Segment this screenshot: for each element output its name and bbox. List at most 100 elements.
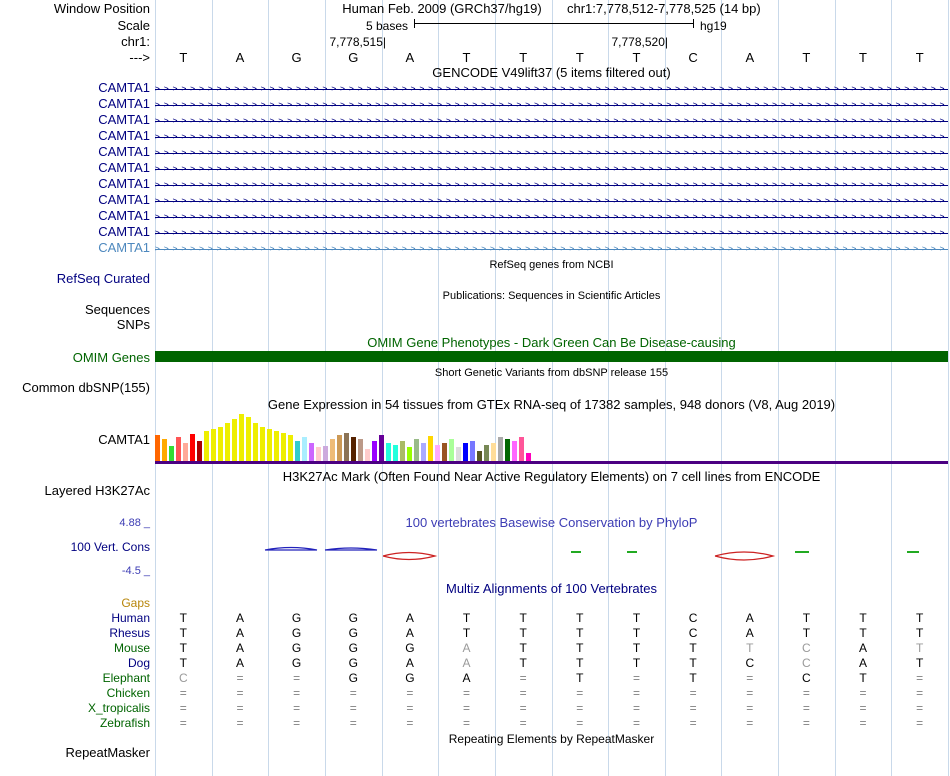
species-label-human[interactable]: Human — [111, 611, 150, 625]
gene-row-label[interactable]: CAMTA1 — [98, 176, 150, 191]
gtex-tissue-bar[interactable] — [470, 441, 475, 461]
gtex-tissue-bar[interactable] — [274, 431, 279, 461]
gtex-tissue-bar[interactable] — [421, 443, 426, 461]
transcript-intron-arrows[interactable]: >>>>>>>>>>>>>>>>>>>>>>>>>>>>>>>>>>>>>>>>… — [155, 81, 948, 97]
gtex-tissue-bar[interactable] — [337, 435, 342, 461]
species-label-chicken[interactable]: Chicken — [106, 686, 150, 700]
species-label-zebrafish[interactable]: Zebrafish — [99, 716, 150, 730]
gtex-tissue-bar[interactable] — [498, 437, 503, 461]
gtex-tissue-bar[interactable] — [449, 439, 454, 461]
transcript-intron-arrows[interactable]: >>>>>>>>>>>>>>>>>>>>>>>>>>>>>>>>>>>>>>>>… — [155, 97, 948, 113]
gtex-tissue-bar[interactable] — [225, 423, 230, 461]
transcript-intron-arrows[interactable]: >>>>>>>>>>>>>>>>>>>>>>>>>>>>>>>>>>>>>>>>… — [155, 225, 948, 241]
gene-row-label[interactable]: CAMTA1 — [98, 240, 150, 255]
gtex-tissue-bar[interactable] — [484, 445, 489, 461]
gtex-tissue-bar[interactable] — [435, 445, 440, 461]
dbsnp-label[interactable]: Common dbSNP(155) — [22, 380, 150, 395]
transcript-intron-arrows[interactable]: >>>>>>>>>>>>>>>>>>>>>>>>>>>>>>>>>>>>>>>>… — [155, 113, 948, 129]
gtex-tissue-bar[interactable] — [197, 441, 202, 461]
species-label-mouse[interactable]: Mouse — [113, 641, 150, 655]
gtex-tissue-bar[interactable] — [442, 443, 447, 461]
gtex-tissue-bar[interactable] — [190, 434, 195, 461]
refseq-curated-label[interactable]: RefSeq Curated — [56, 271, 150, 286]
gtex-tissue-bar[interactable] — [239, 414, 244, 461]
gtex-tissue-bar[interactable] — [267, 429, 272, 461]
species-label-elephant[interactable]: Elephant — [102, 671, 150, 685]
gtex-tissue-bar[interactable] — [176, 437, 181, 461]
species-label-gaps[interactable]: Gaps — [121, 596, 150, 610]
gtex-tissue-bar[interactable] — [281, 433, 286, 461]
omim-gene-bar[interactable] — [155, 351, 948, 362]
gtex-tissue-bar[interactable] — [386, 443, 391, 461]
gtex-tissue-bar[interactable] — [232, 419, 237, 461]
gtex-tissue-bar[interactable] — [526, 453, 531, 461]
transcript-intron-arrows[interactable]: >>>>>>>>>>>>>>>>>>>>>>>>>>>>>>>>>>>>>>>>… — [155, 161, 948, 177]
gene-row-label[interactable]: CAMTA1 — [98, 96, 150, 111]
gtex-tissue-bar[interactable] — [211, 429, 216, 461]
gtex-tissue-bar[interactable] — [456, 447, 461, 461]
transcript-intron-arrows[interactable]: >>>>>>>>>>>>>>>>>>>>>>>>>>>>>>>>>>>>>>>>… — [155, 209, 948, 225]
gtex-tissue-bar[interactable] — [323, 446, 328, 461]
sequences-label[interactable]: Sequences — [84, 302, 150, 317]
h3k27ac-label[interactable]: Layered H3K27Ac — [44, 483, 150, 498]
gtex-tissue-bar[interactable] — [183, 443, 188, 461]
gtex-tissue-bar[interactable] — [414, 439, 419, 461]
gtex-tissue-bar[interactable] — [162, 439, 167, 461]
repeatmasker-label[interactable]: RepeatMasker — [65, 745, 150, 760]
gene-row-label[interactable]: CAMTA1 — [98, 80, 150, 95]
phylop-label[interactable]: 100 Vert. Cons — [70, 540, 150, 554]
gtex-tissue-bar[interactable] — [358, 439, 363, 461]
gene-row-label[interactable]: CAMTA1 — [98, 224, 150, 239]
gene-row-label[interactable]: CAMTA1 — [98, 144, 150, 159]
gtex-tissue-bar[interactable] — [400, 441, 405, 461]
gene-row-label[interactable]: CAMTA1 — [98, 112, 150, 127]
gtex-tissue-bar[interactable] — [295, 441, 300, 461]
gtex-tissue-bar[interactable] — [246, 417, 251, 461]
gtex-tissue-bar[interactable] — [491, 443, 496, 461]
species-label-x_tropicalis[interactable]: X_tropicalis — [87, 701, 150, 715]
gtex-gene-label[interactable]: CAMTA1 — [98, 432, 150, 447]
gtex-tissue-bar[interactable] — [428, 436, 433, 461]
gtex-tissue-bar[interactable] — [218, 427, 223, 461]
gtex-tissue-bar[interactable] — [253, 423, 258, 461]
gene-row-label[interactable]: CAMTA1 — [98, 160, 150, 175]
gtex-expression-barchart[interactable] — [155, 414, 948, 461]
gtex-tissue-bar[interactable] — [316, 447, 321, 461]
gtex-tissue-bar[interactable] — [505, 439, 510, 461]
gtex-tissue-bar[interactable] — [365, 449, 370, 461]
gene-row-label[interactable]: CAMTA1 — [98, 192, 150, 207]
gtex-tissue-bar[interactable] — [288, 435, 293, 461]
gtex-tissue-bar[interactable] — [260, 427, 265, 461]
gtex-tissue-bar[interactable] — [407, 447, 412, 461]
transcript-intron-arrows[interactable]: >>>>>>>>>>>>>>>>>>>>>>>>>>>>>>>>>>>>>>>>… — [155, 241, 948, 257]
transcript-intron-arrows[interactable]: >>>>>>>>>>>>>>>>>>>>>>>>>>>>>>>>>>>>>>>>… — [155, 129, 948, 145]
transcript-intron-arrows[interactable]: >>>>>>>>>>>>>>>>>>>>>>>>>>>>>>>>>>>>>>>>… — [155, 145, 948, 161]
gtex-tissue-bar[interactable] — [302, 437, 307, 461]
transcript-intron-arrows[interactable]: >>>>>>>>>>>>>>>>>>>>>>>>>>>>>>>>>>>>>>>>… — [155, 193, 948, 209]
gtex-tissue-bar[interactable] — [372, 441, 377, 461]
phylop-wiggle-plot[interactable] — [155, 530, 948, 568]
gene-row-label[interactable]: CAMTA1 — [98, 208, 150, 223]
gene-row-label[interactable]: CAMTA1 — [98, 128, 150, 143]
gtex-tissue-bar[interactable] — [344, 433, 349, 461]
gtex-tissue-bar[interactable] — [379, 435, 384, 461]
gtex-track-title: Gene Expression in 54 tissues from GTEx … — [267, 397, 836, 412]
gtex-tissue-bar[interactable] — [351, 437, 356, 461]
gtex-tissue-bar[interactable] — [463, 443, 468, 461]
gtex-tissue-bar[interactable] — [519, 437, 524, 461]
base-letter: T — [575, 50, 584, 65]
gtex-tissue-bar[interactable] — [204, 431, 209, 461]
omim-genes-label[interactable]: OMIM Genes — [72, 350, 150, 365]
species-label-dog[interactable]: Dog — [127, 656, 150, 670]
species-label-rhesus[interactable]: Rhesus — [109, 626, 150, 640]
transcript-intron-arrows[interactable]: >>>>>>>>>>>>>>>>>>>>>>>>>>>>>>>>>>>>>>>>… — [155, 177, 948, 193]
gtex-tissue-bar[interactable] — [155, 435, 160, 461]
gtex-tissue-bar[interactable] — [477, 451, 482, 461]
gtex-tissue-bar[interactable] — [330, 439, 335, 461]
gtex-tissue-bar[interactable] — [309, 443, 314, 461]
snps-label[interactable]: SNPs — [116, 317, 150, 332]
gtex-tissue-bar[interactable] — [169, 446, 174, 461]
gtex-tissue-bar[interactable] — [512, 441, 517, 461]
gtex-tissue-bar[interactable] — [393, 445, 398, 461]
